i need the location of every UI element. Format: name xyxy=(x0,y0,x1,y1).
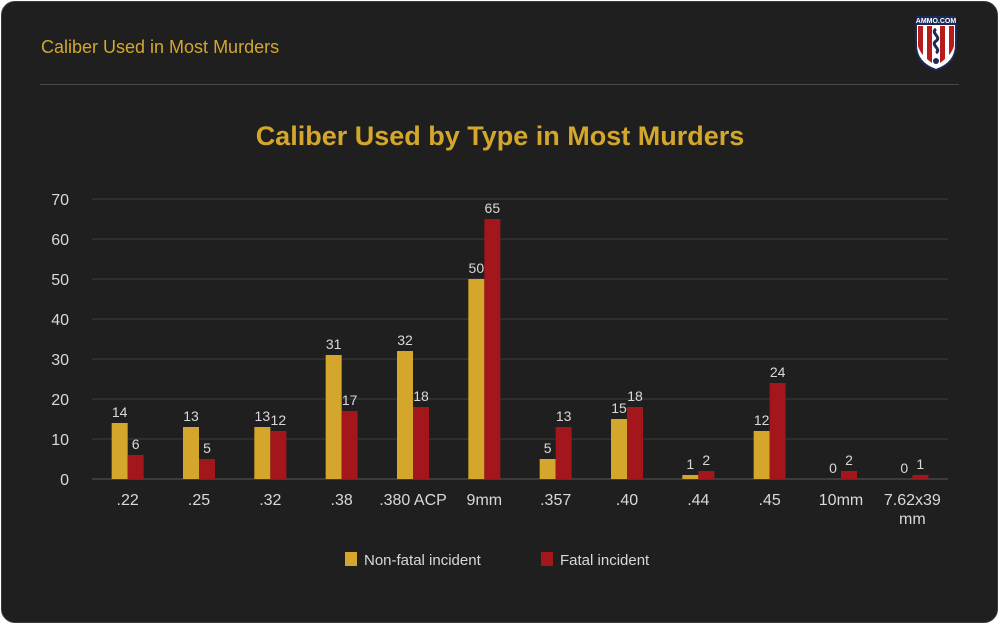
bar xyxy=(769,383,786,479)
y-tick-label: 30 xyxy=(51,352,69,369)
data-label: 31 xyxy=(326,336,342,352)
bar xyxy=(413,407,429,479)
y-tick-label: 0 xyxy=(60,472,69,489)
bar xyxy=(397,351,413,479)
chart-title: Caliber Used by Type in Most Murders xyxy=(256,121,745,151)
data-label: 5 xyxy=(203,440,211,456)
grid-lines xyxy=(92,198,948,480)
data-label: 13 xyxy=(255,408,271,424)
bar xyxy=(841,471,857,479)
bar xyxy=(183,427,199,479)
bar xyxy=(539,459,556,479)
x-tick-label: 9mm xyxy=(467,492,503,509)
y-tick-label: 50 xyxy=(51,272,69,289)
data-label: 65 xyxy=(485,200,501,216)
bar xyxy=(325,355,342,479)
legend-swatch xyxy=(345,552,357,566)
y-tick-label: 10 xyxy=(51,432,69,449)
header-divider xyxy=(40,84,959,85)
x-tick-label: .32 xyxy=(259,492,281,509)
y-axis-ticks: 0 10 20 30 40 50 60 70 xyxy=(51,192,69,489)
data-label: 0 xyxy=(829,460,837,476)
data-label: 5 xyxy=(544,440,552,456)
bar xyxy=(484,219,501,479)
x-axis-ticks: .22 .25 .32 .38 .380 ACP 9mm .357 .40 .44 .45 10mm… xyxy=(117,492,941,528)
x-tick-label: 7.62x39 mm xyxy=(884,492,941,528)
bar xyxy=(199,459,215,479)
x-tick-label: .25 xyxy=(188,492,210,509)
data-label: 0 xyxy=(900,460,908,476)
data-label: 24 xyxy=(770,364,786,380)
data-label: 14 xyxy=(112,404,128,420)
legend: Non-fatal incident Fatal incident xyxy=(345,552,650,569)
page-title: Caliber Used in Most Murders xyxy=(41,37,280,57)
bar xyxy=(912,475,929,479)
x-tick-label: .380 ACP xyxy=(379,492,447,509)
data-label: 50 xyxy=(469,260,485,276)
data-label: 32 xyxy=(397,332,413,348)
data-label: 2 xyxy=(845,452,853,468)
data-label: 15 xyxy=(611,400,627,416)
legend-item: Non-fatal incident xyxy=(345,552,482,569)
x-tick-label: .38 xyxy=(331,492,353,509)
y-tick-label: 70 xyxy=(51,192,69,209)
data-label: 13 xyxy=(183,408,199,424)
data-label: 1 xyxy=(916,456,924,472)
bar xyxy=(270,431,287,479)
data-label: 12 xyxy=(754,412,770,428)
ammo-com-logo: AMMO.COM xyxy=(915,16,957,71)
bar xyxy=(627,407,643,479)
bar xyxy=(111,423,128,479)
bar xyxy=(468,279,485,479)
data-label: 1 xyxy=(686,456,694,472)
y-tick-label: 20 xyxy=(51,392,69,409)
x-tick-label: 10mm xyxy=(819,492,863,509)
data-label: 2 xyxy=(702,452,710,468)
x-tick-label: .22 xyxy=(117,492,139,509)
data-label: 18 xyxy=(413,388,429,404)
bar xyxy=(254,427,271,479)
bar xyxy=(682,475,699,479)
data-label: 12 xyxy=(271,412,287,428)
star-icon xyxy=(933,58,939,64)
x-tick-label: .357 xyxy=(540,492,571,509)
legend-label: Fatal incident xyxy=(560,552,650,569)
data-label: 18 xyxy=(627,388,643,404)
y-tick-label: 40 xyxy=(51,312,69,329)
bar xyxy=(127,455,144,479)
bars xyxy=(111,219,929,479)
bar xyxy=(555,427,572,479)
x-tick-label: .40 xyxy=(616,492,638,509)
data-label: 6 xyxy=(132,436,140,452)
bar xyxy=(611,419,627,479)
x-tick-label: .44 xyxy=(687,492,709,509)
y-tick-label: 60 xyxy=(51,232,69,249)
bar xyxy=(698,471,715,479)
logo-text: AMMO.COM xyxy=(916,18,957,25)
legend-swatch xyxy=(541,552,553,566)
data-label: 17 xyxy=(342,392,358,408)
x-tick-label: .45 xyxy=(759,492,781,509)
legend-label: Non-fatal incident xyxy=(364,552,482,569)
legend-item: Fatal incident xyxy=(541,552,650,569)
bar xyxy=(753,431,770,479)
logo-banner xyxy=(916,16,956,25)
bar xyxy=(341,411,358,479)
data-label: 13 xyxy=(556,408,572,424)
